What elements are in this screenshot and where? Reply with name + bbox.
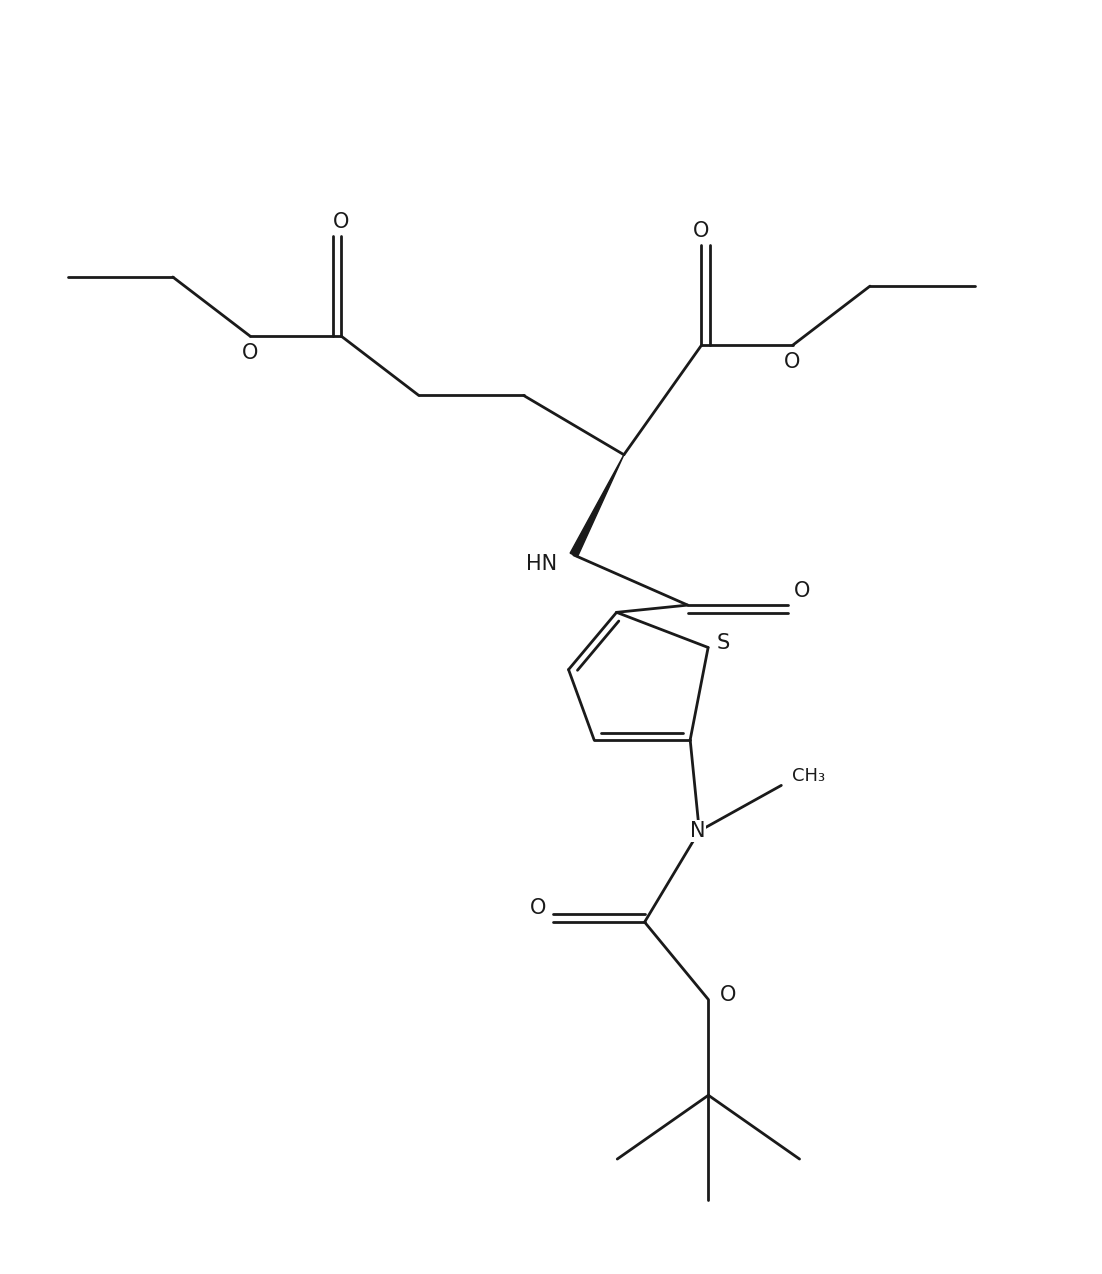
Text: CH₃: CH₃ bbox=[792, 767, 825, 785]
Text: O: O bbox=[693, 222, 710, 242]
Text: O: O bbox=[793, 581, 810, 601]
Text: HN: HN bbox=[527, 554, 558, 575]
Text: O: O bbox=[242, 343, 259, 363]
Polygon shape bbox=[570, 455, 624, 557]
Text: S: S bbox=[717, 633, 731, 654]
Text: O: O bbox=[785, 352, 801, 372]
Text: O: O bbox=[721, 985, 736, 1005]
Text: O: O bbox=[530, 898, 547, 919]
Text: N: N bbox=[690, 820, 705, 841]
Text: O: O bbox=[333, 213, 349, 232]
